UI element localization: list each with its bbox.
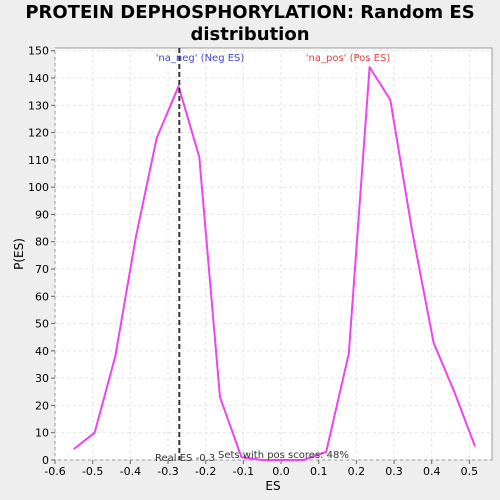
- x-tick-label: -0.3: [157, 465, 178, 478]
- y-tick-label: 100: [28, 181, 49, 194]
- y-tick-label: 110: [28, 154, 49, 167]
- x-axis-label: ES: [265, 479, 280, 493]
- y-ticks: 0 10 20 30 40 50 60 70 80 90 100 110 120 130 140 150: [28, 45, 55, 467]
- y-tick-label: 30: [35, 372, 49, 385]
- y-tick-label: 60: [35, 290, 49, 303]
- x-tick-label: -0.1: [233, 465, 254, 478]
- y-tick-label: 80: [35, 236, 49, 249]
- x-tick-label: 0.1: [310, 465, 328, 478]
- x-tick-label: 0.5: [461, 465, 479, 478]
- y-tick-label: 10: [35, 427, 49, 440]
- x-tick-label: -0.5: [82, 465, 103, 478]
- chart-title-line1: PROTEIN DEPHOSPHORYLATION: Random ES: [25, 2, 475, 23]
- y-tick-label: 120: [28, 127, 49, 140]
- x-tick-label: 0.2: [348, 465, 366, 478]
- y-tick-label: 140: [28, 72, 49, 85]
- y-tick-label: 20: [35, 399, 49, 412]
- y-tick-label: 150: [28, 45, 49, 58]
- y-tick-label: 130: [28, 99, 49, 112]
- chart-title: PROTEIN DEPHOSPHORYLATION: Random ES dis…: [0, 2, 500, 46]
- pos-es-label: 'na_pos' (Pos ES): [306, 53, 391, 64]
- y-tick-label: 50: [35, 318, 49, 331]
- x-tick-label: -0.2: [195, 465, 216, 478]
- y-axis-label: P(ES): [12, 238, 26, 270]
- x-tick-label: 0.4: [423, 465, 441, 478]
- y-tick-label: 0: [42, 454, 49, 467]
- x-ticks: -0.6 -0.5 -0.4 -0.3 -0.2 -0.1 0.0 0.1 0.2 0.3 0.4 0…: [44, 460, 478, 478]
- x-tick-label: -0.4: [120, 465, 141, 478]
- y-tick-label: 40: [35, 345, 49, 358]
- series-group: [73, 66, 476, 461]
- es-series-line: [73, 66, 476, 461]
- x-tick-label: -0.6: [44, 465, 65, 478]
- pos-scores-label: Sets with pos scores: 48%: [218, 450, 349, 461]
- y-tick-label: 70: [35, 263, 49, 276]
- chart-title-line2: distribution: [190, 24, 310, 45]
- x-tick-label: 0.3: [385, 465, 403, 478]
- plot-area: [54, 47, 493, 461]
- y-tick-label: 90: [35, 208, 49, 221]
- x-tick-label: 0.0: [272, 465, 290, 478]
- neg-es-label: 'na_neg' (Neg ES): [156, 53, 245, 64]
- real-es-label: Real ES -0.3: [155, 453, 215, 464]
